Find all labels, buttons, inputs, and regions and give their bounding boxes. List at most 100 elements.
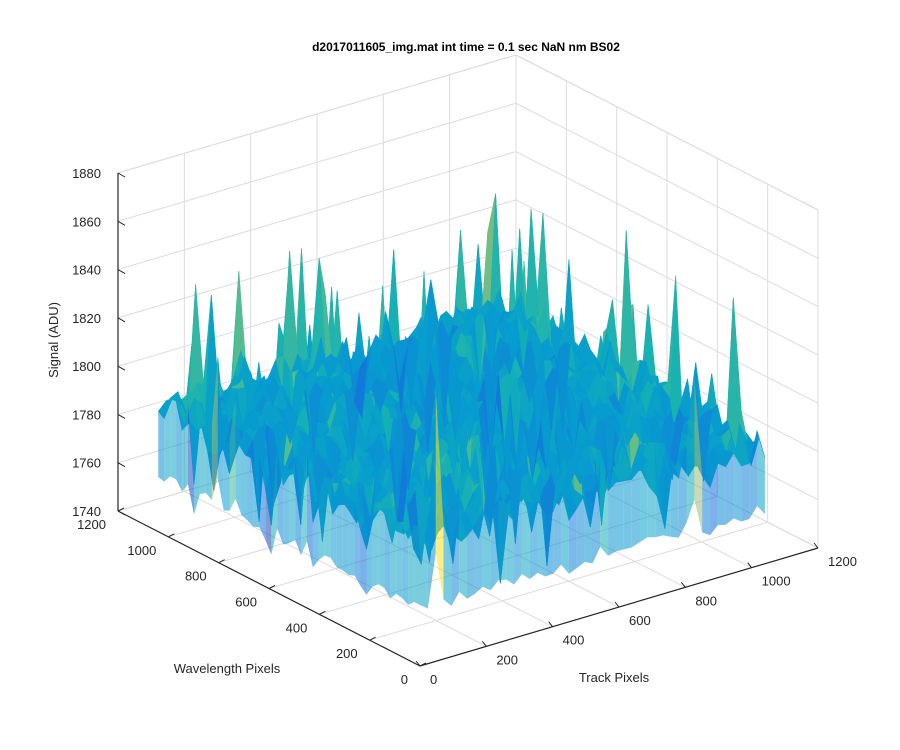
surface-skirt	[482, 510, 491, 591]
surface-skirt	[529, 500, 538, 580]
surface-skirt	[253, 458, 260, 528]
surface-skirt	[757, 430, 765, 514]
surface-skirt	[307, 453, 313, 568]
surface-skirt	[289, 460, 296, 544]
z-tick-label: 1800	[72, 359, 101, 374]
surface-skirt	[741, 463, 750, 522]
x-tick	[548, 621, 554, 627]
y-tick-label: 0	[401, 672, 408, 687]
surface-skirt	[576, 495, 585, 569]
surface-skirt	[725, 453, 734, 525]
z-tick	[117, 413, 126, 419]
surface-skirt	[348, 506, 355, 576]
x-tick	[680, 582, 686, 588]
z-axis-label: Signal (ADU)	[46, 302, 61, 378]
surface-skirt	[170, 398, 177, 480]
z-tick	[117, 317, 126, 323]
surface-skirt	[283, 475, 290, 545]
surface-skirt	[271, 445, 278, 555]
surface-skirt	[663, 462, 671, 537]
surface-skirt	[211, 357, 218, 500]
y-tick	[319, 610, 326, 615]
y-axis-label: Wavelength Pixels	[174, 661, 281, 676]
surface-skirt	[414, 524, 420, 605]
surface-skirt	[553, 489, 562, 574]
surface-skirt	[616, 481, 624, 552]
surface-skirt	[474, 510, 483, 594]
surface-skirt	[217, 357, 224, 511]
y-tick	[168, 533, 175, 538]
surface-skirt	[694, 378, 703, 533]
x-tick	[481, 641, 487, 647]
z-tick-label: 1820	[72, 311, 101, 326]
surface-mesh	[157, 193, 766, 609]
x-axis-label: Track Pixels	[579, 670, 650, 685]
surface-skirt	[223, 439, 230, 511]
z-tick	[117, 510, 126, 516]
surface-skirt	[342, 502, 349, 575]
surface-skirt	[467, 525, 475, 599]
y-tick-label: 400	[286, 620, 308, 635]
surface-skirt	[396, 518, 403, 599]
surface-skirt	[451, 511, 460, 606]
y-tick-label: 1000	[127, 543, 156, 558]
axis-ticks: 0 200 400 600 800 1000 1200 0 200 400 600 800 1000 12…	[72, 166, 857, 687]
surface-skirt	[749, 430, 758, 519]
surface-skirt	[164, 398, 171, 482]
surface-skirt	[647, 459, 656, 538]
z-tick-label: 1760	[72, 456, 101, 471]
surface-skirt	[158, 411, 165, 482]
surface-skirt	[655, 462, 663, 538]
surface-skirt	[318, 476, 325, 560]
surface-skirt	[301, 453, 307, 556]
x-tick	[614, 601, 620, 608]
x-tick-label: 0	[430, 672, 437, 687]
surface-skirt	[354, 506, 361, 586]
surface-skirt	[459, 511, 467, 599]
x-tick-label: 1000	[762, 574, 791, 589]
surface-skirt	[631, 469, 640, 548]
surface-skirt	[670, 470, 679, 538]
surface-patch	[495, 310, 510, 331]
surface-skirt	[490, 499, 499, 591]
y-tick-label: 600	[235, 595, 257, 610]
grid-line	[117, 54, 517, 174]
z-tick	[117, 172, 126, 178]
z-tick	[117, 365, 126, 371]
surface-skirt	[561, 489, 569, 574]
z-tick	[117, 269, 126, 275]
surface-skirt	[584, 495, 593, 564]
y-tick	[117, 507, 125, 512]
surface-skirt	[188, 404, 194, 515]
chart-title: d2017011605_img.mat int time = 0.1 sec N…	[312, 40, 620, 54]
surface-skirt	[247, 450, 254, 527]
surface-skirt	[378, 508, 385, 588]
x-tick-label: 400	[563, 633, 585, 648]
surface-patch	[189, 284, 204, 394]
surface-skirt	[372, 508, 379, 587]
z-tick	[117, 220, 126, 226]
surface-skirt	[402, 524, 409, 605]
surface-skirt	[324, 476, 331, 558]
surface-skirt	[568, 508, 577, 574]
surface-skirt	[360, 529, 367, 595]
z-tick-label: 1780	[72, 407, 101, 422]
surface-skirt	[592, 461, 601, 564]
surface-skirt	[295, 460, 301, 556]
x-tick	[747, 562, 753, 568]
surface-skirt	[537, 500, 546, 577]
surface-skirt	[420, 527, 428, 609]
surface-skirt	[194, 420, 200, 515]
grid-line	[369, 521, 768, 641]
surface-skirt	[229, 400, 236, 511]
surface-skirt	[427, 388, 436, 609]
surface-skirt	[608, 482, 616, 556]
surface-skirt	[678, 439, 687, 538]
x-tick-label: 800	[695, 593, 717, 608]
surface-skirt	[235, 400, 242, 516]
surface-skirt	[199, 411, 206, 494]
x-tick-label: 200	[496, 652, 518, 667]
y-tick	[419, 662, 427, 667]
surface-skirt	[241, 441, 248, 521]
